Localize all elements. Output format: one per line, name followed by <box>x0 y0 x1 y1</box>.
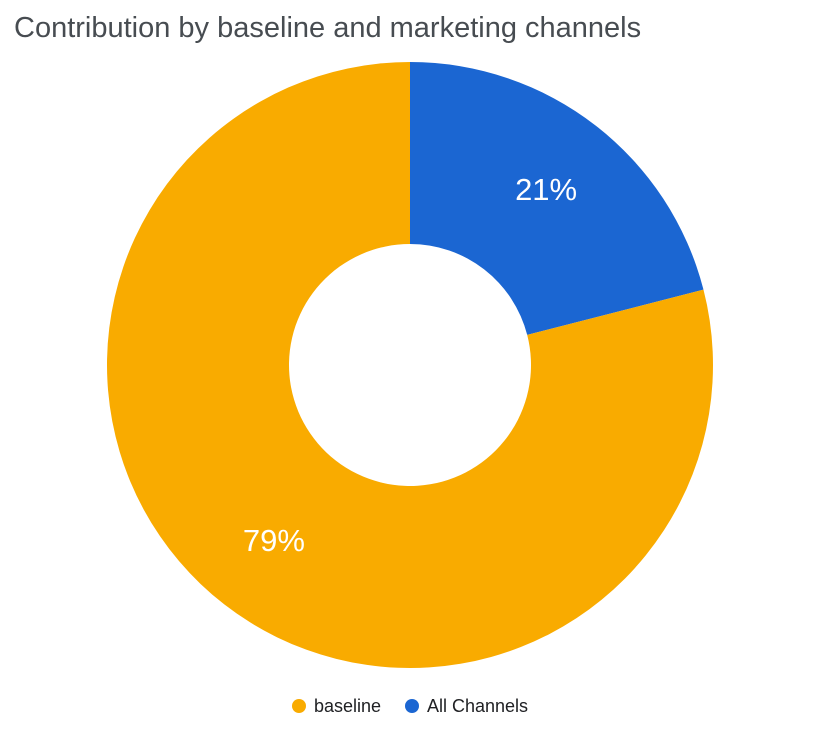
legend-item-baseline[interactable]: baseline <box>291 696 381 716</box>
chart-legend: baseline All Channels <box>0 696 820 716</box>
donut-chart: 21% 79% <box>106 62 713 668</box>
legend-label-baseline: baseline <box>313 696 381 716</box>
pie-slice-baseline[interactable] <box>106 62 713 668</box>
chart-title: Contribution by baseline and marketing c… <box>14 12 642 44</box>
legend-dot-all-channels-icon <box>405 699 419 713</box>
legend-dot-all-channels-color <box>405 699 419 713</box>
legend-label-all-channels: All Channels <box>427 696 529 716</box>
legend-item-all-channels[interactable]: All Channels <box>405 696 528 716</box>
legend-dot-baseline-color <box>291 699 306 713</box>
donut-chart-area: 21% 79% <box>0 58 820 674</box>
pie-slice-all-channels[interactable] <box>410 62 704 335</box>
slice-value-label: 21% <box>515 172 577 207</box>
legend-dot-baseline-icon <box>291 699 306 713</box>
slice-value-label: 79% <box>243 523 305 558</box>
